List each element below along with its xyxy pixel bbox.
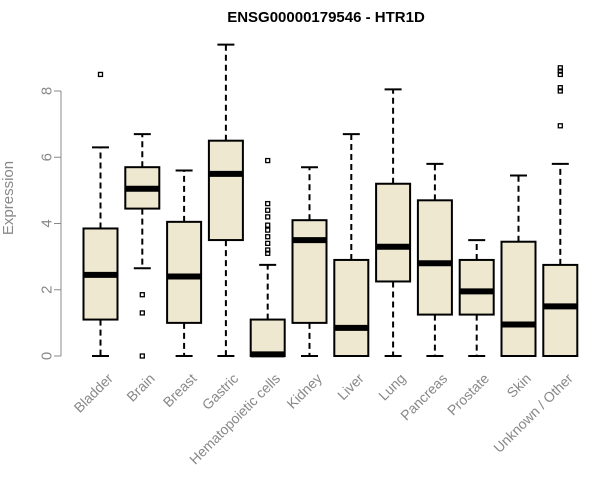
- outlier-point: [265, 250, 271, 256]
- outlier-point: [557, 68, 563, 74]
- outlier-point: [557, 65, 563, 71]
- outlier-point: [557, 88, 563, 94]
- outlier-point: [139, 353, 145, 359]
- x-category-label: Brain: [123, 370, 157, 404]
- y-tick-label: 2: [39, 286, 56, 294]
- box-group: [375, 88, 412, 357]
- box-group: [416, 162, 453, 357]
- outlier-point: [265, 227, 271, 233]
- box: [458, 258, 495, 316]
- outlier-point: [139, 310, 145, 316]
- outlier-point: [265, 240, 271, 247]
- box-group: [82, 71, 119, 357]
- box: [416, 199, 453, 316]
- box-group: [458, 239, 495, 357]
- x-category-label: Kidney: [283, 370, 325, 412]
- x-category-label: Lung: [375, 370, 408, 403]
- y-axis-label: Expression: [0, 161, 17, 235]
- outlier-point: [265, 200, 271, 207]
- x-category-label: Liver: [334, 370, 367, 403]
- outlier-point: [265, 157, 271, 164]
- box: [542, 263, 579, 357]
- x-category-label: Breast: [160, 370, 200, 410]
- box-group: [166, 169, 203, 357]
- box-group: [207, 43, 244, 357]
- box: [291, 219, 328, 324]
- outlier-point: [265, 222, 271, 228]
- box-group: [500, 174, 537, 357]
- box-group: [249, 157, 286, 358]
- x-category-label: Skin: [503, 370, 534, 401]
- y-axis: 0 2 4 6 8: [39, 87, 62, 360]
- box: [207, 139, 244, 242]
- outlier-point: [265, 207, 271, 213]
- boxes-layer: [82, 43, 579, 359]
- chart-title: ENSG00000179546 - HTR1D: [227, 9, 425, 26]
- y-tick-label: 6: [39, 153, 56, 161]
- outlier-point: [265, 214, 271, 220]
- box: [500, 240, 537, 357]
- outlier-point: [557, 123, 563, 129]
- outlier-point: [557, 71, 563, 78]
- box-group: [542, 65, 579, 357]
- box: [333, 258, 370, 357]
- box-group: [291, 166, 328, 357]
- outlier-point: [557, 85, 563, 91]
- outlier-point: [139, 292, 145, 298]
- outlier-point: [265, 247, 271, 253]
- box: [249, 318, 286, 357]
- x-category-label: Prostate: [444, 370, 492, 418]
- box-group: [333, 133, 370, 357]
- x-category-label: Unknown / Other: [490, 370, 576, 456]
- y-tick-label: 0: [39, 352, 56, 360]
- outlier-point: [97, 71, 104, 78]
- box: [375, 182, 412, 283]
- y-tick-label: 8: [39, 87, 56, 95]
- box-group: [124, 133, 161, 359]
- x-category-label: Bladder: [71, 370, 117, 416]
- y-tick-label: 4: [39, 219, 56, 227]
- outlier-point: [265, 234, 271, 240]
- box: [166, 220, 203, 324]
